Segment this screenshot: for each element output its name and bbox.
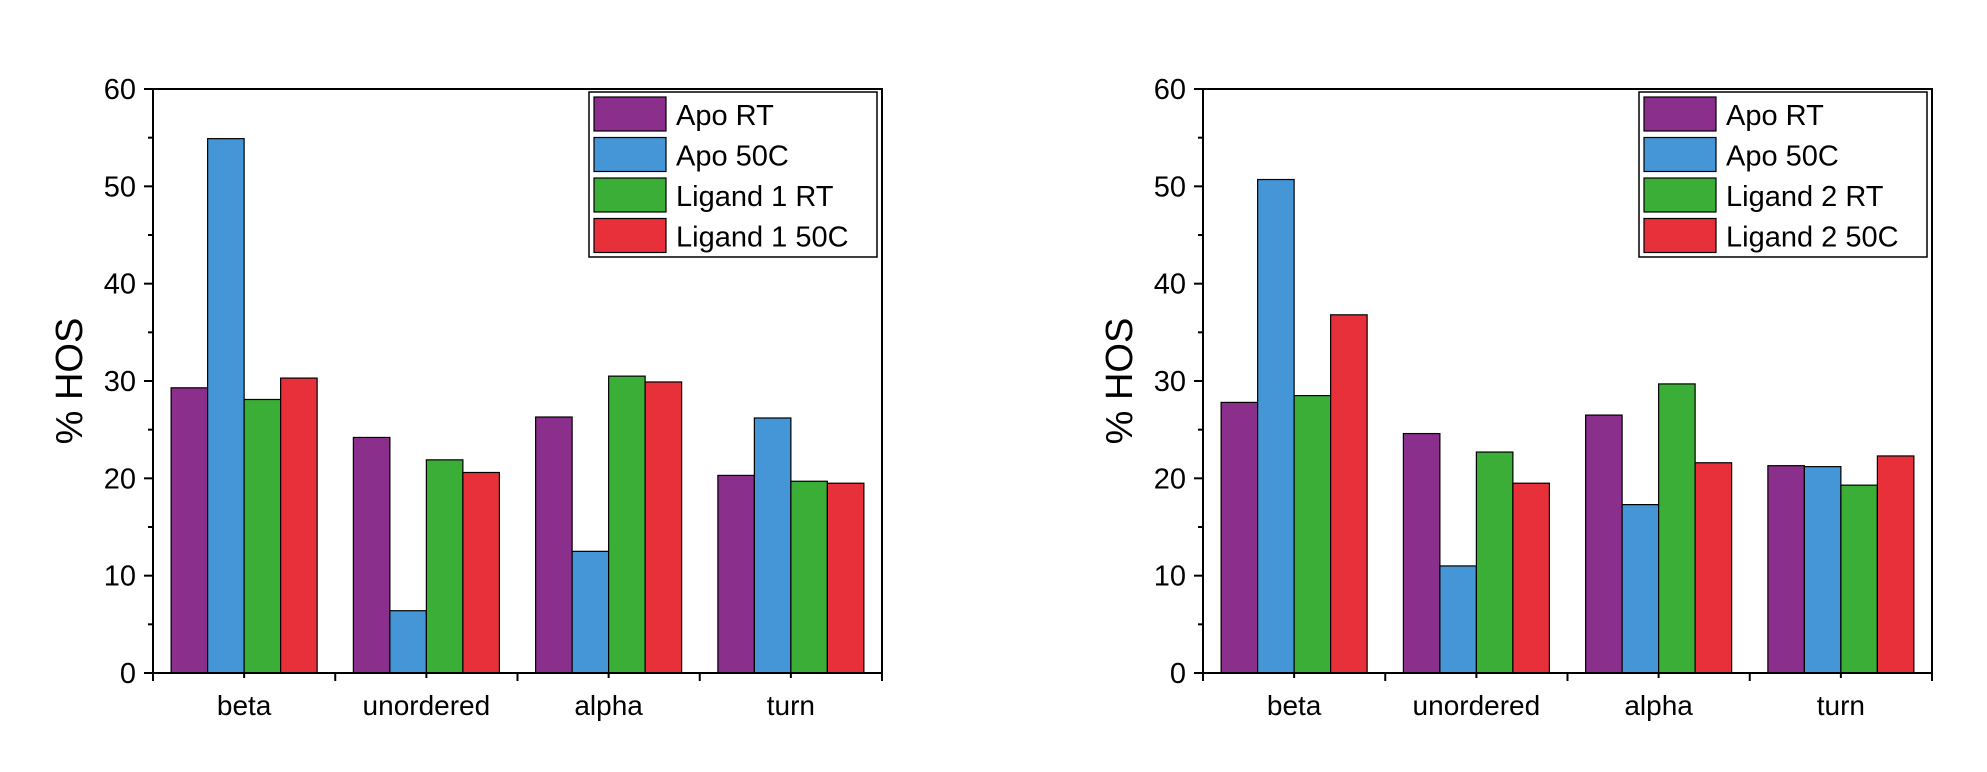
bar-apo-rt-beta bbox=[170, 387, 209, 674]
y-tick-label: 20 bbox=[104, 463, 136, 495]
x-tick-label-turn: turn bbox=[1817, 690, 1865, 721]
bar-ligand-2-rt-alpha bbox=[1658, 383, 1696, 674]
bar-ligand-1-50c-unordered bbox=[462, 471, 500, 674]
y-tick-label: 0 bbox=[120, 658, 136, 690]
bar-apo-rt-beta bbox=[1220, 401, 1259, 674]
bar-apo-50c-alpha bbox=[571, 550, 610, 674]
y-tick-label: 30 bbox=[104, 366, 136, 398]
legend-swatch-apo-50c bbox=[1643, 136, 1717, 173]
x-tick-label-alpha: alpha bbox=[574, 690, 643, 721]
bar-apo-50c-unordered bbox=[1439, 565, 1477, 674]
bar-ligand-2-rt-unordered bbox=[1475, 451, 1514, 674]
y-tick-label: 40 bbox=[104, 269, 136, 301]
legend-label-apo-rt: Apo RT bbox=[1726, 100, 1824, 132]
legend-swatch-apo-rt bbox=[1643, 96, 1717, 132]
bar-apo-rt-alpha bbox=[535, 416, 573, 674]
y-tick-label: 60 bbox=[104, 74, 136, 106]
bar-ligand-2-50c-unordered bbox=[1512, 482, 1550, 674]
y-tick-label: 0 bbox=[1170, 658, 1186, 690]
x-tick-label-alpha: alpha bbox=[1624, 690, 1693, 721]
legend-swatch-apo-rt bbox=[593, 96, 667, 132]
y-tick-label: 20 bbox=[1154, 463, 1186, 495]
y-tick-label: 50 bbox=[104, 171, 136, 203]
x-tick-label-turn: turn bbox=[767, 690, 815, 721]
y-tick-label: 60 bbox=[1154, 74, 1186, 106]
bar-apo-rt-turn bbox=[1767, 465, 1805, 674]
bar-apo-rt-unordered bbox=[1402, 432, 1441, 674]
y-tick-label: 10 bbox=[1154, 561, 1186, 593]
x-tick-label-unordered: unordered bbox=[1413, 690, 1541, 721]
bar-apo-50c-unordered bbox=[389, 610, 427, 674]
y-tick-label: 50 bbox=[1154, 171, 1186, 203]
y-tick-label: 40 bbox=[1154, 269, 1186, 301]
legend-swatch-apo-50c bbox=[593, 136, 667, 173]
legend-label-apo-50c: Apo 50C bbox=[676, 141, 789, 173]
legend-label-ligand-2-rt: Ligand 2 RT bbox=[1726, 181, 1884, 213]
bar-ligand-1-rt-unordered bbox=[425, 459, 464, 674]
legend-swatch-ligand-1-rt bbox=[593, 177, 667, 213]
bar-apo-50c-beta bbox=[1257, 178, 1295, 674]
bar-ligand-1-50c-turn bbox=[826, 482, 865, 674]
bar-ligand-1-50c-alpha bbox=[644, 381, 683, 674]
y-axis-label: % HOS bbox=[1099, 318, 1141, 445]
bar-ligand-2-50c-turn bbox=[1876, 455, 1915, 674]
bar-apo-rt-alpha bbox=[1585, 414, 1623, 674]
bar-ligand-1-rt-turn bbox=[790, 480, 828, 674]
bar-ligand-1-rt-alpha bbox=[608, 375, 646, 674]
legend-swatch-ligand-2-rt bbox=[1643, 177, 1717, 213]
bar-apo-50c-turn bbox=[1803, 466, 1842, 674]
bar-ligand-2-rt-beta bbox=[1293, 395, 1332, 674]
chart-ligand-2: 0 10 20 30 40 50 60 beta unordered alpha turn % HOS… bbox=[1099, 74, 1933, 721]
bar-apo-rt-unordered bbox=[352, 436, 391, 674]
bar-apo-50c-beta bbox=[207, 138, 245, 674]
bar-apo-rt-turn bbox=[717, 474, 755, 674]
y-axis-label: % HOS bbox=[49, 318, 91, 445]
legend-swatch-ligand-2-50c bbox=[1643, 217, 1717, 254]
legend-label-apo-50c: Apo 50C bbox=[1726, 141, 1839, 173]
legend-swatch-ligand-1-50c bbox=[593, 217, 667, 254]
x-tick-label-beta: beta bbox=[217, 690, 272, 721]
legend: Apo RT Apo 50C Ligand 1 RT Ligand 1 50C bbox=[588, 91, 878, 258]
y-tick-label: 30 bbox=[1154, 366, 1186, 398]
legend-label-ligand-1-50c: Ligand 1 50C bbox=[676, 222, 849, 254]
legend-label-apo-rt: Apo RT bbox=[676, 100, 774, 132]
bar-ligand-1-rt-beta bbox=[243, 398, 282, 674]
legend: Apo RT Apo 50C Ligand 2 RT Ligand 2 50C bbox=[1638, 91, 1928, 258]
x-tick-label-unordered: unordered bbox=[363, 690, 491, 721]
x-tick-label-beta: beta bbox=[1267, 690, 1322, 721]
legend-label-ligand-1-rt: Ligand 1 RT bbox=[676, 181, 834, 213]
chart-ligand-1: 0 10 20 30 40 50 60 beta unordered alpha turn % HOS… bbox=[49, 74, 883, 721]
y-tick-label: 10 bbox=[104, 561, 136, 593]
bar-apo-50c-turn bbox=[753, 417, 792, 674]
bar-ligand-1-50c-beta bbox=[280, 377, 318, 674]
bar-apo-50c-alpha bbox=[1621, 504, 1660, 674]
bar-ligand-2-rt-turn bbox=[1840, 484, 1878, 674]
legend-label-ligand-2-50c: Ligand 2 50C bbox=[1726, 222, 1899, 254]
bar-ligand-2-50c-beta bbox=[1330, 314, 1368, 674]
bar-ligand-2-50c-alpha bbox=[1694, 462, 1733, 674]
